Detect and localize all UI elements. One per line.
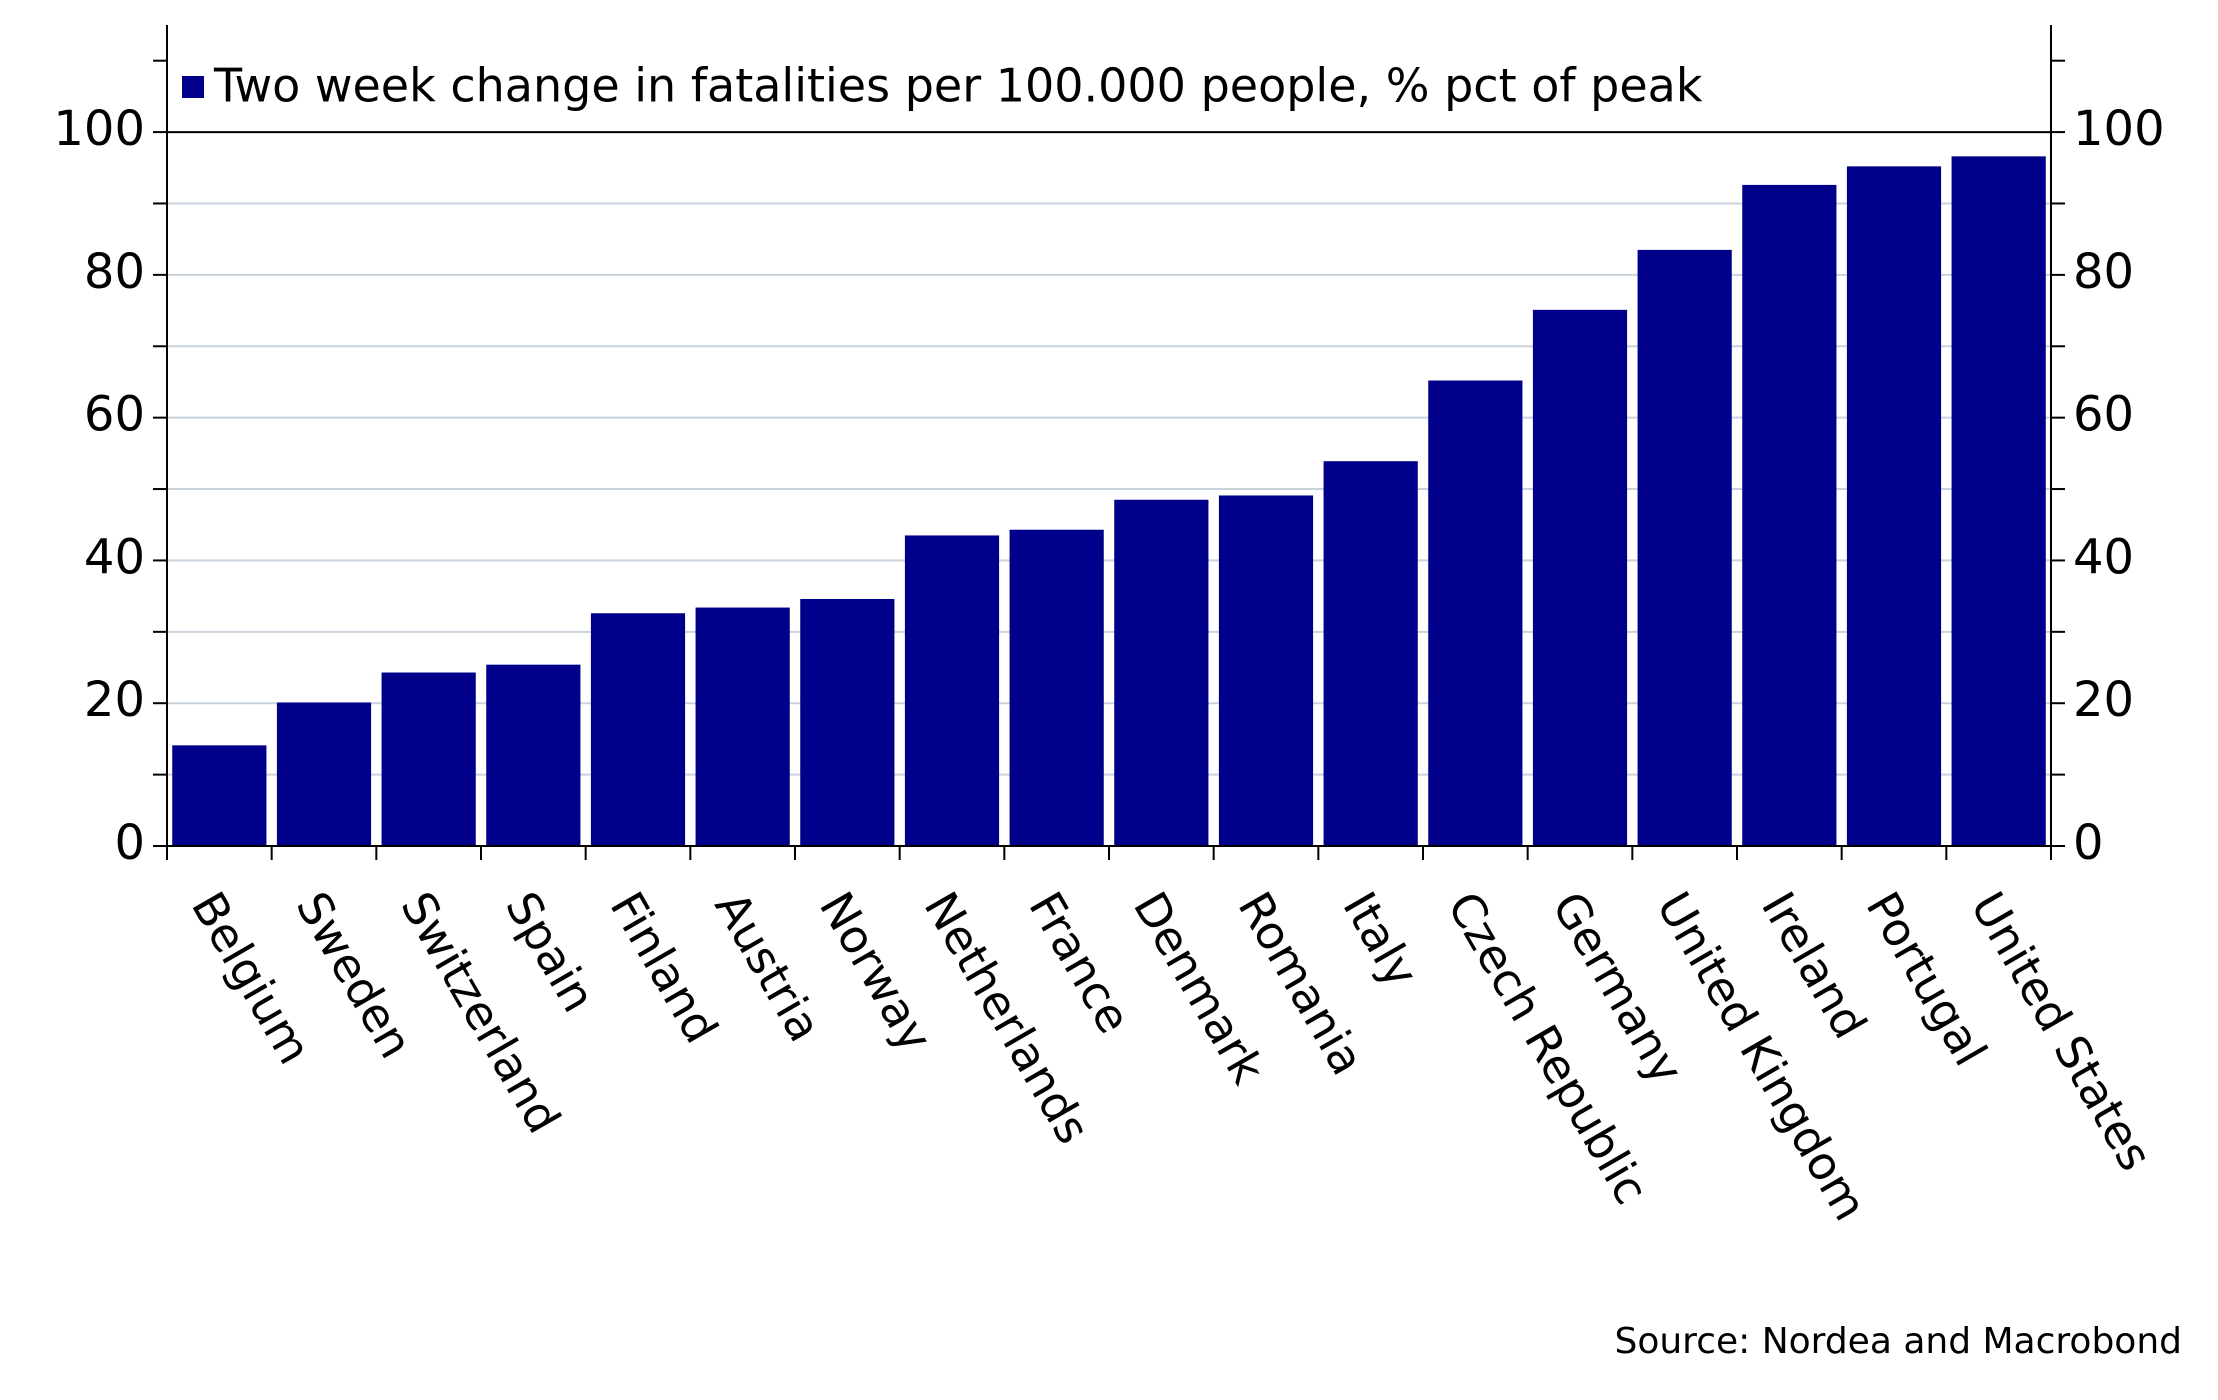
bar bbox=[1428, 380, 1523, 846]
bar bbox=[1323, 461, 1418, 846]
y-tick-label: 100 bbox=[53, 101, 145, 157]
bar bbox=[1637, 249, 1732, 846]
legend-swatch bbox=[182, 76, 204, 98]
bar bbox=[276, 702, 372, 846]
bar bbox=[1846, 166, 1942, 846]
y2-tick-label: 20 bbox=[2073, 672, 2134, 728]
bar bbox=[800, 598, 895, 846]
bar bbox=[1218, 495, 1314, 846]
legend-box bbox=[167, 25, 2051, 133]
bar bbox=[1532, 309, 1628, 846]
y-tick-label: 0 bbox=[114, 815, 145, 871]
y-tick-label: 80 bbox=[84, 244, 145, 300]
bar bbox=[904, 535, 1000, 846]
y2-tick-label: 60 bbox=[2073, 387, 2134, 443]
bar bbox=[486, 664, 581, 846]
legend-label: Two week change in fatalities per 100.00… bbox=[213, 59, 1703, 113]
bar bbox=[172, 745, 267, 846]
y2-tick-label: 80 bbox=[2073, 244, 2134, 300]
source: Source: Nordea and Macrobond bbox=[1614, 1321, 2182, 1362]
y2-tick-label: 100 bbox=[2073, 101, 2165, 157]
x-tick-label: Spain bbox=[495, 883, 606, 1021]
y-tick-label: 20 bbox=[84, 672, 145, 728]
y2-tick-label: 0 bbox=[2073, 815, 2104, 871]
x-tick-label: Italy bbox=[1332, 883, 1429, 996]
y-tick-label: 60 bbox=[84, 387, 145, 443]
bar bbox=[1114, 499, 1209, 846]
bar bbox=[1009, 529, 1104, 846]
y-tick-label: 40 bbox=[84, 529, 145, 585]
x-tick-label: United States bbox=[1960, 883, 2163, 1180]
bar bbox=[695, 607, 790, 846]
bar bbox=[381, 672, 476, 846]
bar bbox=[1951, 156, 2046, 847]
y2-tick-label: 40 bbox=[2073, 529, 2134, 585]
bar bbox=[1742, 184, 1837, 847]
bar bbox=[590, 613, 686, 846]
